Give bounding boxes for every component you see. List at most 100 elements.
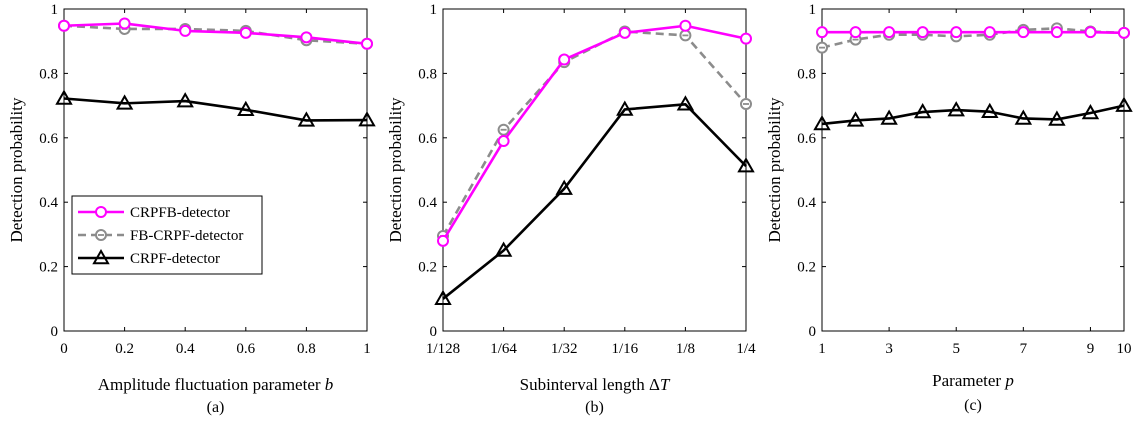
data-point [1048, 110, 1066, 126]
data-point [239, 26, 252, 39]
legend-label: CRPFB-detector [130, 205, 230, 221]
data-point [558, 53, 571, 66]
y-tick-label: 0.8 [797, 66, 816, 82]
y-tick-label: 0 [430, 324, 438, 340]
data-point [676, 95, 695, 111]
y-axis-label: Detection probability [386, 97, 405, 242]
data-point [1014, 109, 1033, 125]
panel-caption: (b) [585, 399, 604, 416]
x-tick-label: 0.2 [115, 341, 134, 357]
data-point [176, 92, 194, 108]
data-point [1084, 26, 1097, 39]
data-point [880, 109, 898, 125]
y-tick-label: 0.6 [797, 131, 816, 147]
legend-entry: FB-CRPF-detector [78, 228, 243, 244]
data-point [983, 26, 996, 39]
data-point [555, 179, 573, 195]
x-tick-label: 10 [1117, 341, 1132, 357]
panel-a: 0 0.2 0.4 0.6 0.8 1 0 0.2 0.4 0.6 0.8 1 Detection pr… [7, 2, 376, 416]
data-point [361, 37, 373, 50]
series-line [441, 24, 747, 242]
series-line [63, 97, 368, 122]
series-fb-crpf-detector [816, 22, 1130, 54]
data-point [1118, 26, 1130, 39]
data-point [300, 31, 313, 44]
x-tick-label: 1/16 [611, 341, 638, 357]
series-crpf-detector [55, 89, 376, 127]
data-point [55, 89, 73, 105]
panel-caption: (a) [207, 399, 225, 416]
y-tick-label: 0 [51, 324, 59, 340]
y-tick-label: 1 [430, 2, 438, 18]
x-tick-label: 1/4 [736, 341, 756, 357]
data-point [740, 97, 752, 110]
legend-label: CRPF-detector [130, 251, 220, 267]
data-point [846, 111, 865, 127]
panel-b: 0 0.2 0.4 0.6 0.8 1 1/128 1/64 1/32 1/16 1/8 1/4 Det… [386, 2, 756, 416]
data-point [916, 26, 929, 39]
data-point [58, 19, 70, 32]
data-point [437, 234, 449, 247]
data-point [679, 19, 692, 32]
legend-entry: CRPF-detector [78, 248, 220, 267]
series-line [63, 22, 368, 46]
data-point [494, 241, 513, 257]
data-point [950, 26, 963, 39]
y-axis-label: Detection probability [765, 97, 784, 242]
y-tick-label: 0.2 [39, 260, 58, 276]
data-point [981, 102, 999, 118]
data-point [1050, 26, 1063, 39]
series-fb-crpf-detector [437, 25, 752, 243]
y-tick-label: 0.2 [797, 260, 816, 276]
data-point [813, 114, 831, 131]
data-point [179, 24, 192, 37]
x-tick-label: 5 [952, 341, 960, 357]
data-point [616, 100, 634, 116]
data-point [297, 111, 316, 127]
x-tick-label: 0 [60, 341, 68, 357]
y-tick-label: 0.6 [418, 131, 437, 147]
data-point [740, 32, 752, 45]
data-point [1115, 96, 1133, 112]
series-crpfb-detector [437, 19, 752, 247]
axes-frame [821, 8, 1125, 332]
y-tick-label: 0 [809, 324, 817, 340]
x-tick-label: 0.8 [297, 341, 316, 357]
data-point [497, 135, 510, 148]
series-line [441, 30, 747, 237]
data-point [358, 111, 376, 127]
series-line [442, 103, 747, 300]
y-tick-label: 1 [809, 2, 817, 18]
x-tick-label: 1/128 [426, 341, 460, 357]
axes-frame [63, 8, 368, 332]
legend-entry: CRPFB-detector [78, 205, 230, 221]
y-tick-label: 0.4 [39, 195, 58, 211]
legend-marker [92, 248, 110, 265]
data-point [816, 26, 828, 39]
legend: CRPFB-detector FB-CRPF-detector CRPF-detec… [71, 195, 263, 275]
x-tick-label: 1 [363, 341, 371, 357]
series-crpfb-detector [58, 17, 373, 50]
legend-marker [95, 229, 107, 241]
y-tick-label: 1 [51, 2, 59, 18]
x-axis-label: Parameter p [932, 371, 1014, 390]
x-tick-label: 1/8 [676, 341, 695, 357]
data-point [618, 26, 631, 39]
panel-c: 0 0.2 0.4 0.6 0.8 1 1 3 5 7 9 10 Detection probabili… [765, 2, 1133, 414]
series-line [63, 24, 368, 46]
legend-label: FB-CRPF-detector [130, 228, 243, 244]
x-tick-label: 3 [885, 341, 893, 357]
y-tick-label: 0.2 [418, 260, 437, 276]
x-tick-label: 1 [818, 341, 826, 357]
y-axis-label: Detection probability [7, 97, 26, 242]
x-tick-label: 1/32 [551, 341, 578, 357]
data-point [679, 29, 692, 42]
data-point [497, 123, 510, 136]
x-tick-label: 7 [1020, 341, 1028, 357]
series-line [822, 30, 1125, 35]
data-point [737, 157, 755, 173]
x-axis-label: Amplitude fluctuation parameter b [98, 375, 334, 394]
data-point [118, 17, 131, 30]
series-line [821, 104, 1125, 126]
data-point [849, 26, 862, 39]
